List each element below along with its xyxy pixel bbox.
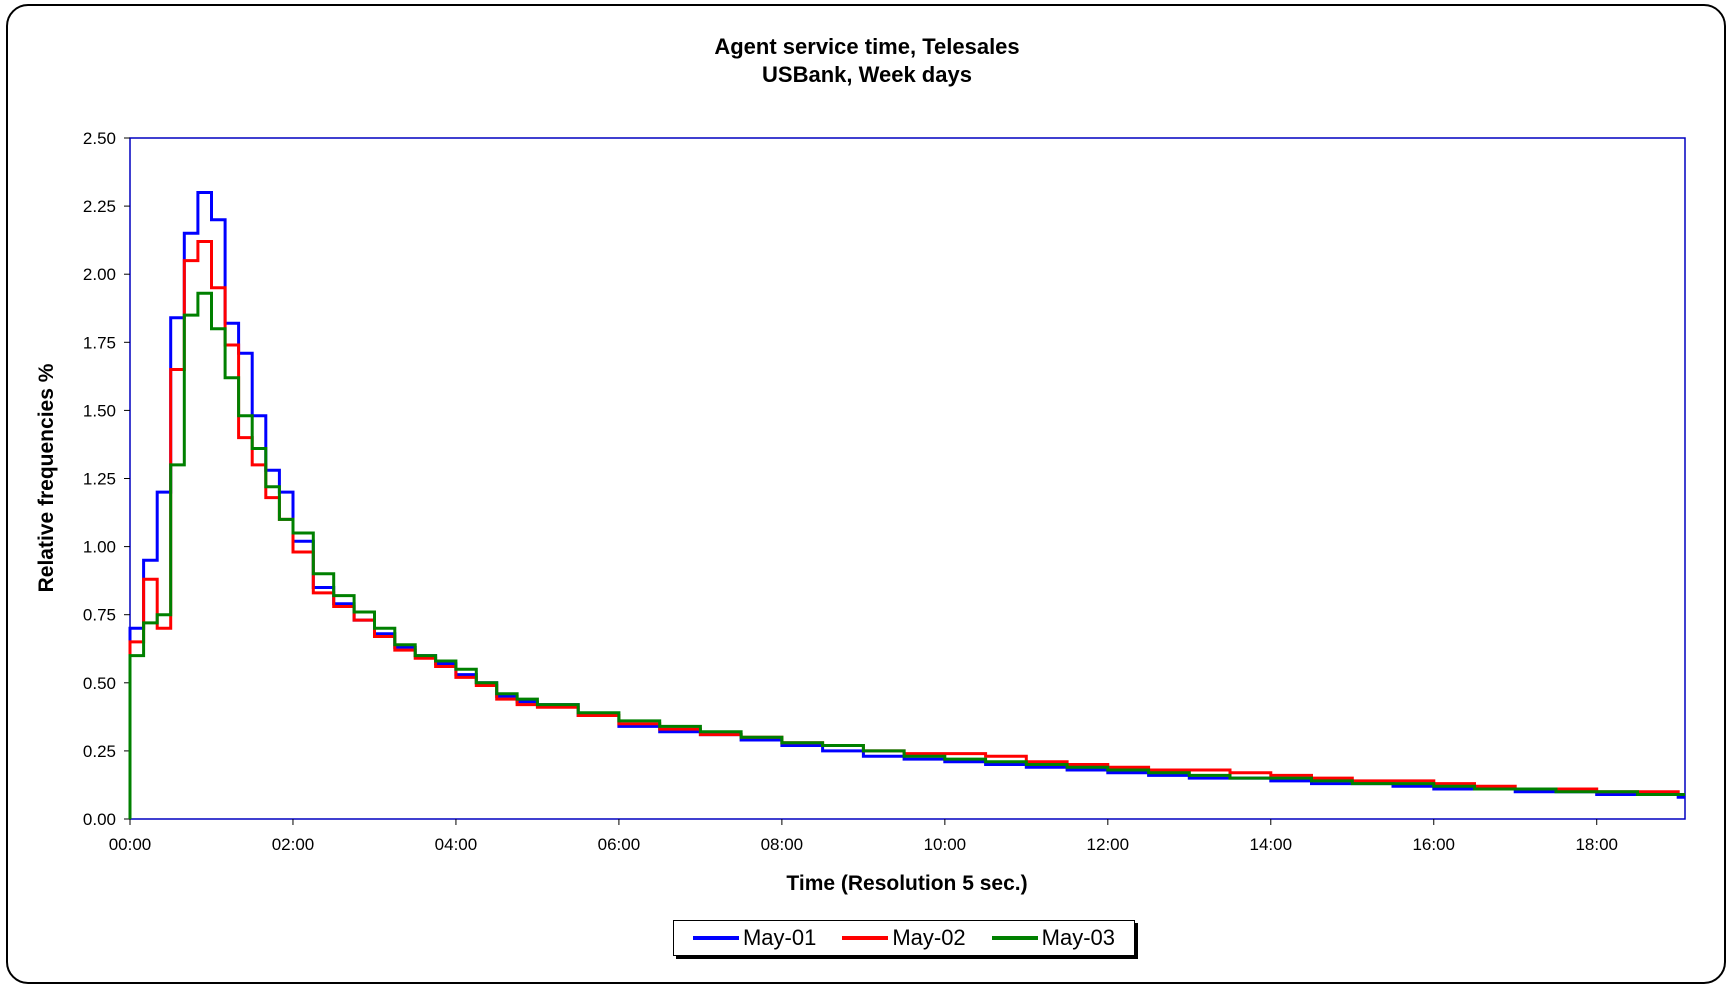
chart-canvas: Agent service time, Telesales USBank, We… — [35, 34, 1686, 895]
y-axis-title: Relative frequencies % — [35, 363, 58, 592]
chart-title: Agent service time, Telesales — [714, 34, 1019, 59]
y-tick-label: 1.00 — [83, 538, 116, 557]
legend-item-may-02: May-02 — [842, 925, 966, 951]
legend-label-may-03: May-03 — [1041, 925, 1115, 950]
y-axis: 0.00 0.25 0.50 0.75 1.00 1.25 1.50 1.75 2.00 2.25… — [83, 129, 130, 829]
legend-item-may-03: May-03 — [991, 925, 1115, 951]
y-tick-label: 0.75 — [83, 606, 116, 625]
legend-swatch-may-02 — [842, 936, 889, 940]
x-tick-label: 10:00 — [924, 835, 967, 854]
y-tick-label: 1.50 — [83, 401, 116, 420]
x-tick-label: 16:00 — [1412, 835, 1455, 854]
x-axis: 00:00 02:00 04:00 06:00 08:00 10:00 12:00 14:00… — [109, 819, 1618, 854]
x-tick-label: 12:00 — [1087, 835, 1130, 854]
y-tick-label: 2.00 — [83, 265, 116, 284]
plot-area — [129, 137, 1686, 820]
legend-label-may-02: May-02 — [892, 925, 966, 950]
y-tick-label: 0.00 — [83, 810, 116, 829]
x-tick-label: 18:00 — [1575, 835, 1618, 854]
x-tick-label: 06:00 — [598, 835, 641, 854]
x-tick-label: 02:00 — [272, 835, 315, 854]
y-tick-label: 1.25 — [83, 470, 116, 489]
legend-item-may-01: May-01 — [692, 925, 817, 951]
y-tick-label: 0.50 — [83, 674, 116, 693]
x-tick-label: 08:00 — [761, 835, 804, 854]
x-axis-title: Time (Resolution 5 sec.) — [786, 872, 1027, 895]
y-tick-label: 0.25 — [83, 742, 116, 761]
legend-swatch-may-01 — [692, 936, 739, 940]
x-tick-label: 00:00 — [109, 835, 152, 854]
legend-swatch-may-03 — [991, 936, 1038, 940]
legend-label-may-01: May-01 — [742, 925, 817, 950]
legend: May-01 May-02 May-03 — [673, 920, 1135, 956]
series-line-may-03 — [128, 291, 1685, 819]
y-tick-label: 2.25 — [83, 197, 116, 216]
series-line-may-01 — [128, 191, 1685, 819]
x-tick-label: 04:00 — [435, 835, 478, 854]
chart-subtitle: USBank, Week days — [762, 62, 972, 87]
x-tick-label: 14:00 — [1250, 835, 1293, 854]
series-layer — [128, 191, 1685, 819]
series-line-may-02 — [128, 240, 1685, 819]
y-tick-label: 2.50 — [83, 129, 116, 148]
y-tick-label: 1.75 — [83, 333, 116, 352]
